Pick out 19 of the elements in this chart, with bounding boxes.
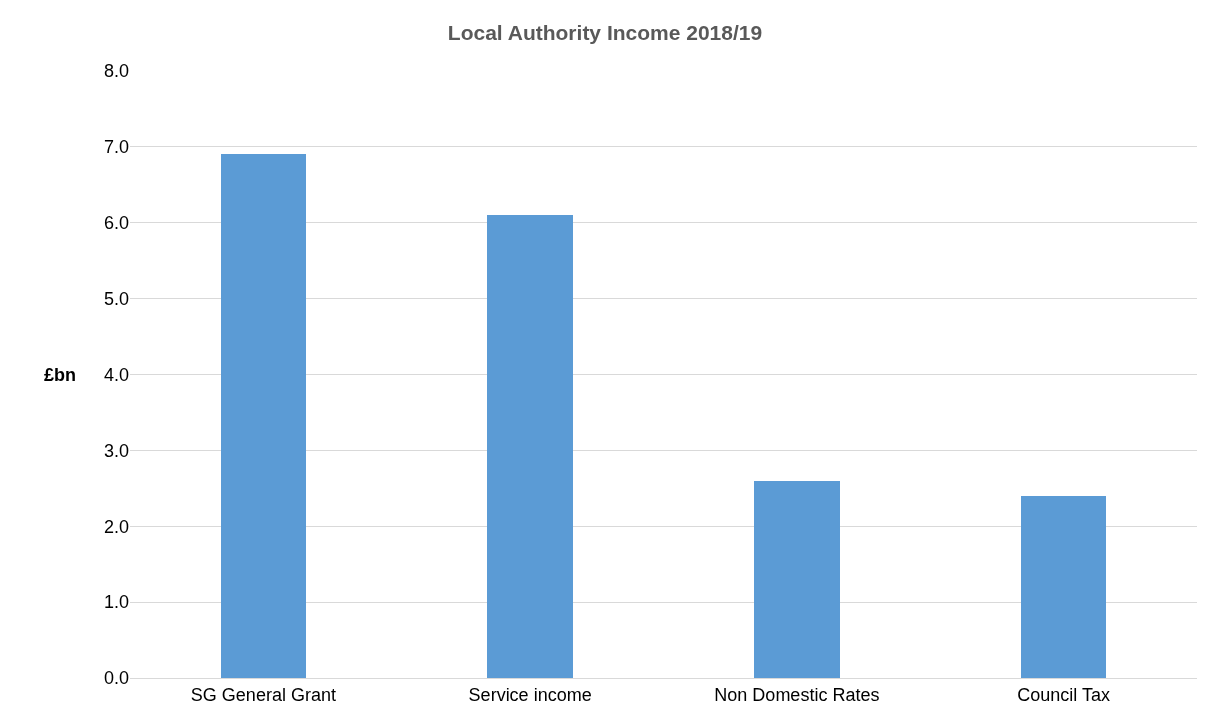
bar (1021, 496, 1106, 678)
y-tick-label: 5.0 (103, 288, 129, 309)
chart-title: Local Authority Income 2018/19 (447, 20, 763, 44)
y-tick-label: 1.0 (103, 592, 129, 613)
y-tick-label: 7.0 (103, 137, 129, 158)
bar (487, 215, 573, 678)
bar (754, 481, 840, 678)
x-tick-label: SG General Grant (190, 684, 336, 705)
y-tick-label: 0.0 (103, 668, 129, 689)
y-tick-label: 4.0 (103, 364, 129, 385)
y-tick-label: 8.0 (103, 61, 129, 82)
x-tick-label: Non Domestic Rates (714, 684, 880, 705)
y-tick-label: 6.0 (103, 213, 129, 234)
y-tick-label: 2.0 (103, 516, 129, 537)
y-axis-title: £bn (44, 365, 77, 385)
bar (221, 154, 306, 678)
x-tick-label: Council Tax (1017, 684, 1110, 705)
x-tick-label: Service income (468, 684, 592, 705)
y-tick-label: 3.0 (103, 440, 129, 461)
